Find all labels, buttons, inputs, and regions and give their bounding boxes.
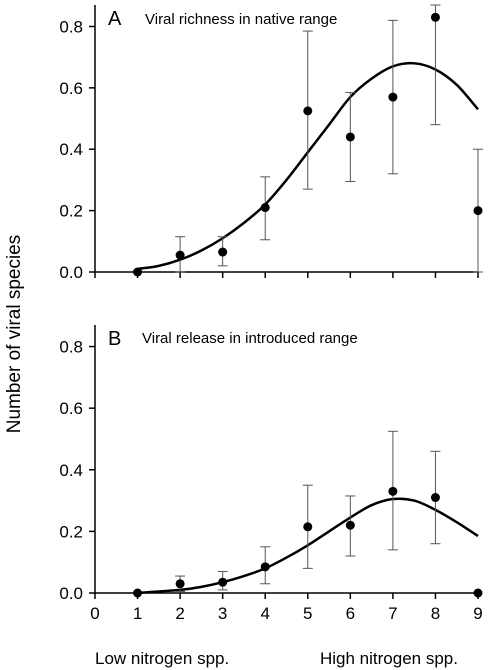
panel-b-data-point xyxy=(260,562,270,572)
panel-b-y-tick-label: 0.8 xyxy=(59,338,83,357)
panel-a-y-tick-label: 0.2 xyxy=(59,202,83,221)
panel-a-data-point xyxy=(218,247,228,257)
panel-a-y-tick-label: 0.6 xyxy=(59,79,83,98)
panel-b-label: B xyxy=(108,328,121,350)
panel-b-data-point xyxy=(218,577,228,587)
panel-a-data-point xyxy=(473,206,483,216)
panel-a-label: A xyxy=(108,8,122,30)
panel-b-y-tick-label: 0.0 xyxy=(59,584,83,603)
panel-b-data-point xyxy=(430,493,440,503)
panel-b-x-tick-label: 2 xyxy=(175,604,184,623)
panel-a-y-tick-label: 0.8 xyxy=(59,17,83,36)
panel-a-data-point xyxy=(388,92,398,102)
panel-a-y-tick-label: 0.4 xyxy=(59,140,83,159)
panel-a-data-point xyxy=(430,12,440,22)
panel-a-title: Viral richness in native range xyxy=(145,11,337,28)
panel-b-data-point xyxy=(133,588,143,598)
panel-b-x-tick-label: 8 xyxy=(431,604,440,623)
panel-b: B Viral release in introduced range 0.0 0… xyxy=(59,325,483,623)
panel-b-data-point xyxy=(175,579,185,589)
x-note-low: Low nitrogen spp. xyxy=(95,649,229,668)
panel-a-y-tick-label: 0.0 xyxy=(59,263,83,282)
panel-b-data-point xyxy=(388,486,398,496)
panel-b-y-tick-label: 0.4 xyxy=(59,461,83,480)
panel-a: A Viral richness in native range 0.0 0.2 0… xyxy=(59,4,483,282)
panel-b-title: Viral release in introduced range xyxy=(142,330,358,347)
y-axis-label: Number of viral species xyxy=(4,235,25,434)
panel-b-x-tick-label: 3 xyxy=(218,604,227,623)
panel-a-data-point xyxy=(345,132,355,142)
panel-b-data-point xyxy=(303,522,313,532)
panel-b-x-tick-label: 0 xyxy=(90,604,99,623)
panel-a-data-point xyxy=(303,106,313,116)
panel-b-x-tick-label: 7 xyxy=(388,604,397,623)
panel-b-x-tick-label: 6 xyxy=(346,604,355,623)
panel-b-x-tick-label: 1 xyxy=(133,604,142,623)
panel-b-x-tick-label: 5 xyxy=(303,604,312,623)
panel-a-data-point xyxy=(175,250,185,260)
panel-b-x-tick-label: 9 xyxy=(473,604,482,623)
panel-a-data-point xyxy=(260,203,270,213)
panel-b-y-tick-label: 0.6 xyxy=(59,399,83,418)
panel-b-data-point xyxy=(473,588,483,598)
x-note-high: High nitrogen spp. xyxy=(320,649,458,668)
panel-b-data-point xyxy=(345,520,355,530)
panel-b-x-tick-label: 4 xyxy=(260,604,269,623)
panel-b-y-tick-label: 0.2 xyxy=(59,522,83,541)
panel-a-data-point xyxy=(133,267,143,277)
